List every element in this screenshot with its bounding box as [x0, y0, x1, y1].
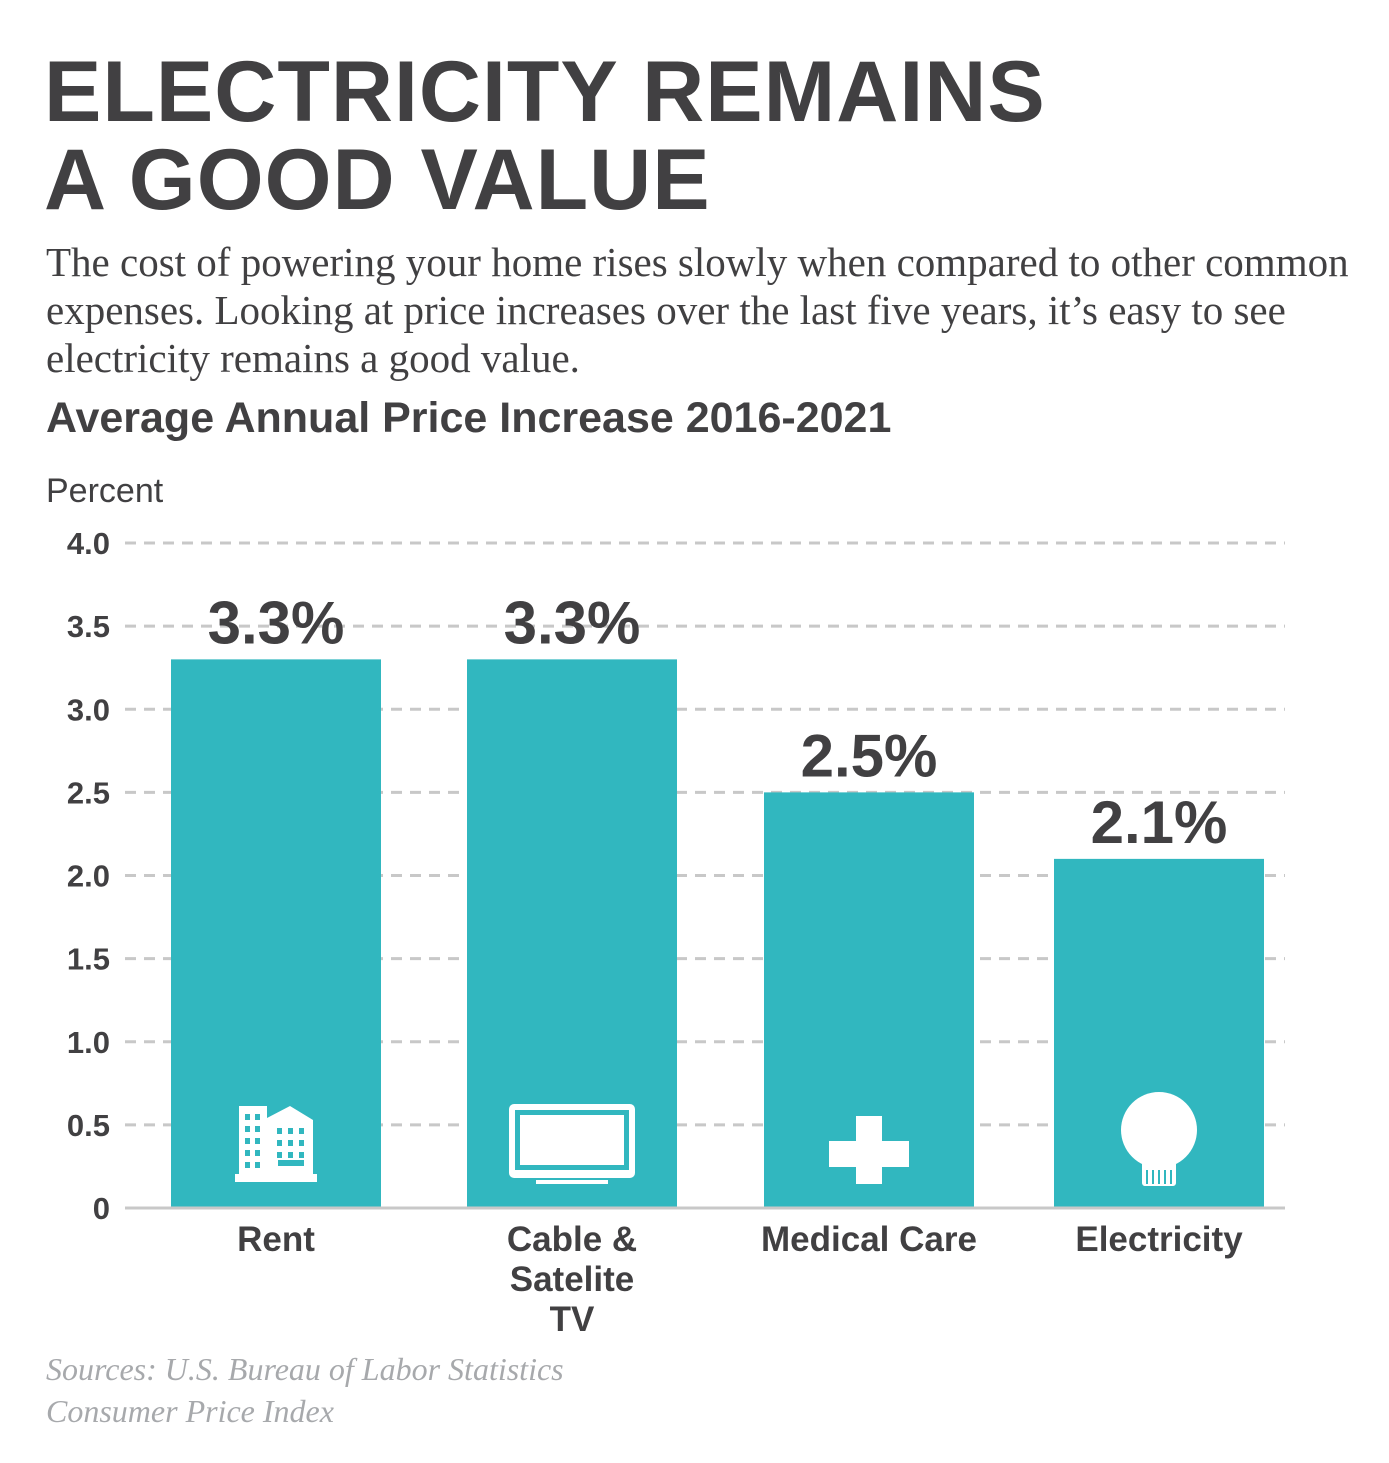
category-label: Electricity	[1075, 1220, 1243, 1259]
category-label: Cable & Satelite TV	[507, 1220, 637, 1339]
y-tick-label: 0.5	[67, 1108, 110, 1143]
y-tick-label: 2.0	[67, 859, 110, 894]
source-line-1: Sources: U.S. Bureau of Labor Statistics	[46, 1351, 564, 1387]
y-tick-label: 1.0	[67, 1025, 110, 1060]
data-label: 3.3%	[504, 589, 641, 656]
source-line-2: Consumer Price Index	[46, 1393, 334, 1429]
y-tick-label: 4.0	[67, 526, 110, 561]
category-label: Medical Care	[761, 1220, 977, 1259]
building-icon	[235, 1106, 317, 1182]
light-bulb-icon	[1121, 1092, 1197, 1186]
chart-subtitle: Average Annual Price Increase 2016-2021	[46, 394, 892, 442]
y-tick-label: 1.5	[67, 942, 110, 977]
title-line-1: ELECTRICITY REMAINS	[44, 44, 1046, 140]
y-tick-label: 0	[93, 1191, 110, 1226]
data-label: 2.5%	[801, 722, 938, 789]
intro-paragraph: The cost of powering your home rises slo…	[46, 239, 1349, 381]
chart-title-main: ELECTRICITY REMAINS A GOOD VALUE	[44, 48, 1046, 224]
title-line-2: A GOOD VALUE	[44, 132, 711, 228]
y-tick-label: 3.5	[67, 609, 110, 644]
y-axis-unit-label: Percent	[46, 472, 164, 510]
y-tick-label: 2.5	[67, 775, 110, 810]
medical-cross-icon	[829, 1116, 909, 1184]
source-note: Sources: U.S. Bureau of Labor Statistics…	[46, 1348, 564, 1432]
y-tick-label: 3.0	[67, 692, 110, 727]
category-label: Rent	[237, 1220, 315, 1259]
data-label: 2.1%	[1091, 789, 1228, 856]
tv-icon	[509, 1104, 635, 1184]
data-label: 3.3%	[208, 589, 345, 656]
